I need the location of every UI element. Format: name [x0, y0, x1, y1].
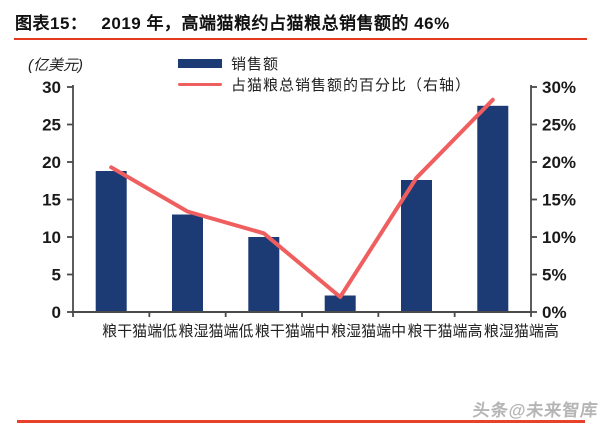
legend-item-sales: 销售额: [178, 56, 471, 73]
x-axis-label: 中端猫湿粮: [329, 323, 407, 341]
right-axis-tick-label: 15%: [542, 191, 576, 210]
left-axis-tick-label: 15: [42, 191, 61, 210]
title-underline-rule: [14, 38, 587, 40]
bar: [95, 171, 127, 312]
legend-item-share: 占猫粮总销售额的百分比（右轴）: [178, 77, 471, 94]
right-axis-tick-label: 0%: [542, 303, 567, 322]
left-axis-tick-label: 30: [42, 78, 61, 97]
chart-legend: 销售额 占猫粮总销售额的百分比（右轴）: [178, 56, 471, 98]
line-series: [109, 97, 495, 299]
left-axis-tick-label: 25: [42, 116, 61, 135]
bar-series-swatch: [178, 58, 222, 68]
right-axis-tick-label: 30%: [542, 78, 576, 97]
right-axis-tick-label: 25%: [542, 116, 576, 135]
x-axis-label: 高端猫干粮: [405, 323, 483, 341]
left-axis-unit-label: (亿美元): [28, 57, 83, 74]
line-series-swatch: [178, 80, 222, 89]
left-axis-tick-label: 10: [42, 228, 61, 247]
x-axis-label: 低端猫湿粮: [176, 323, 254, 341]
right-axis-tick-label: 20%: [542, 153, 576, 172]
left-axis-tick-label: 20: [42, 153, 61, 172]
left-axis-tick-label: 5: [52, 266, 61, 285]
legend-label-sales: 销售额: [231, 55, 280, 73]
watermark: 头条@未来智库: [471, 401, 600, 420]
figure-title-text: 2019 年，高端猫粮约占猫粮总销售额的 46%: [101, 14, 450, 33]
bar: [324, 295, 356, 312]
x-axis-label: 高端猫湿粮: [481, 323, 559, 341]
left-axis-tick-label: 0: [52, 303, 61, 322]
bar: [401, 180, 432, 312]
figure-number: 图表15：: [15, 14, 88, 33]
x-axis-label: 低端猫干粮: [100, 323, 178, 341]
bar: [172, 214, 203, 312]
right-axis-tick-label: 5%: [542, 266, 567, 285]
bar: [248, 237, 280, 312]
right-axis-tick-label: 10%: [542, 228, 576, 247]
figure-title: 图表15： 2019 年，高端猫粮约占猫粮总销售额的 46%: [15, 9, 590, 34]
bar: [477, 105, 509, 313]
legend-label-share: 占猫粮总销售额的百分比（右轴）: [231, 76, 472, 94]
x-axis-label: 中端猫干粮: [252, 323, 330, 341]
bottom-rule: [17, 420, 585, 423]
